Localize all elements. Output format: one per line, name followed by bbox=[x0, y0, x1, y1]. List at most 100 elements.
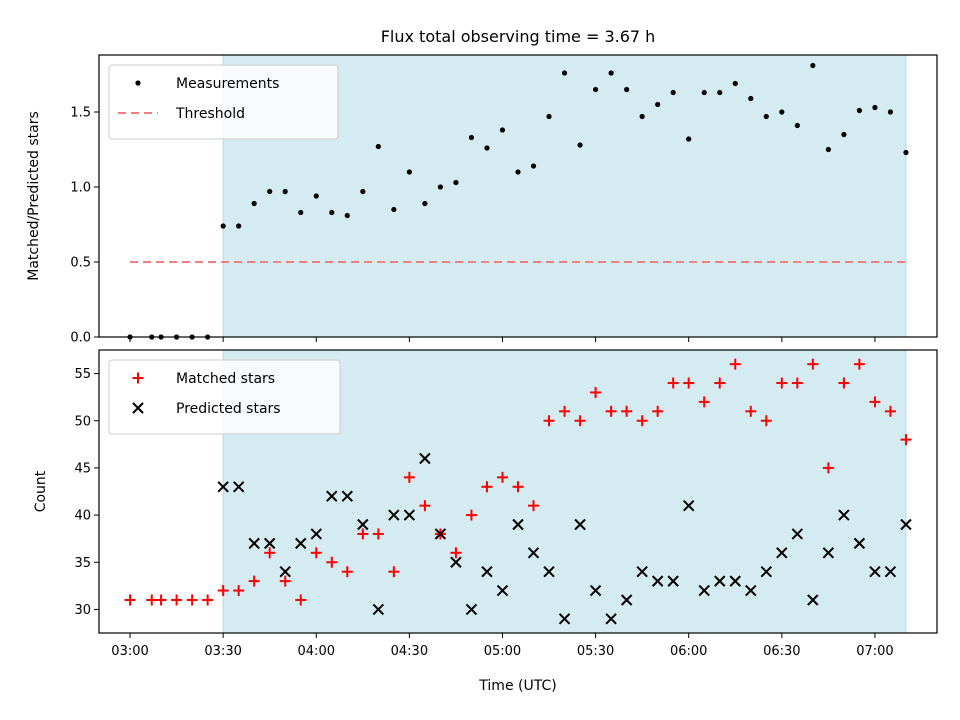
data-point bbox=[450, 556, 462, 568]
x-stroke bbox=[667, 575, 679, 587]
chart-title: Flux total observing time = 3.67 h bbox=[381, 27, 656, 46]
x-tick-label: 06:00 bbox=[670, 644, 707, 659]
x-stroke bbox=[388, 509, 400, 521]
data-point bbox=[729, 358, 741, 370]
data-point bbox=[267, 188, 273, 195]
y-tick-label: 1.0 bbox=[70, 181, 91, 196]
series-matched-stars bbox=[124, 358, 912, 606]
legend-swatch bbox=[132, 372, 144, 384]
x-stroke bbox=[132, 402, 144, 414]
data-point bbox=[468, 134, 475, 141]
data-point bbox=[791, 377, 803, 389]
data-point bbox=[202, 594, 214, 606]
y-tick-label: 0.5 bbox=[70, 256, 91, 271]
data-point bbox=[248, 575, 260, 587]
x-stroke bbox=[434, 528, 447, 540]
legend-box bbox=[108, 359, 341, 435]
data-point bbox=[124, 594, 136, 606]
data-point bbox=[745, 405, 757, 417]
x-stroke bbox=[589, 584, 602, 597]
x-stroke bbox=[698, 584, 710, 597]
x-stroke bbox=[310, 528, 322, 540]
data-point bbox=[357, 528, 369, 540]
data-point bbox=[515, 169, 521, 175]
data-point bbox=[760, 415, 772, 427]
x-tick-label: 04:00 bbox=[298, 644, 335, 659]
axes-frame bbox=[98, 54, 938, 338]
x-stroke bbox=[791, 528, 804, 540]
data-point bbox=[605, 613, 617, 625]
x-stroke bbox=[620, 594, 633, 606]
data-point bbox=[357, 518, 369, 531]
data-point bbox=[403, 471, 415, 483]
data-point bbox=[313, 193, 319, 199]
data-point bbox=[496, 584, 509, 597]
data-point bbox=[589, 584, 602, 597]
data-point bbox=[869, 565, 881, 578]
data-point bbox=[295, 594, 307, 606]
data-point bbox=[652, 405, 664, 417]
x-tick-label: 06:30 bbox=[763, 644, 800, 659]
data-point bbox=[372, 603, 385, 616]
data-point bbox=[326, 490, 338, 502]
data-point bbox=[220, 223, 226, 229]
data-point bbox=[869, 396, 881, 408]
x-stroke bbox=[807, 594, 819, 606]
data-point bbox=[295, 537, 307, 550]
data-point bbox=[329, 209, 335, 216]
data-point bbox=[717, 89, 723, 96]
data-point bbox=[248, 537, 260, 550]
series-predicted-stars bbox=[217, 452, 912, 625]
data-point bbox=[794, 122, 800, 129]
data-point bbox=[543, 565, 555, 578]
data-point bbox=[528, 500, 540, 512]
data-point bbox=[481, 481, 493, 493]
data-point bbox=[527, 547, 540, 559]
y-tick-label: 0.0 bbox=[70, 331, 91, 346]
data-point bbox=[807, 358, 819, 370]
data-point bbox=[651, 575, 664, 587]
data-point bbox=[807, 594, 819, 606]
data-point bbox=[853, 358, 865, 370]
data-point bbox=[406, 169, 412, 175]
data-point bbox=[900, 434, 912, 446]
x-stroke bbox=[605, 613, 617, 625]
data-point bbox=[620, 594, 633, 606]
data-point bbox=[748, 95, 754, 102]
x-stroke bbox=[496, 584, 509, 597]
x-tick-label: 03:30 bbox=[204, 644, 241, 659]
data-point bbox=[422, 200, 428, 207]
data-point bbox=[574, 415, 586, 427]
y-tick-label: 30 bbox=[74, 603, 91, 618]
data-point bbox=[701, 89, 707, 96]
x-stroke bbox=[900, 518, 912, 531]
x-stroke bbox=[714, 575, 726, 587]
data-point bbox=[776, 377, 788, 389]
data-point bbox=[810, 62, 816, 69]
data-point bbox=[512, 481, 524, 493]
x-stroke bbox=[481, 565, 493, 578]
data-point bbox=[825, 146, 831, 153]
x-axis-label: Time (UTC) bbox=[478, 678, 556, 694]
y-tick-label: 40 bbox=[74, 509, 91, 524]
data-point bbox=[884, 565, 897, 578]
data-point bbox=[590, 386, 602, 398]
data-point bbox=[543, 415, 555, 427]
x-tick-label: 04:30 bbox=[391, 644, 428, 659]
x-stroke bbox=[419, 452, 431, 465]
data-point bbox=[465, 603, 478, 616]
data-point bbox=[236, 223, 242, 229]
data-point bbox=[388, 566, 400, 578]
x-stroke bbox=[558, 613, 571, 625]
x-tick-label: 03:00 bbox=[111, 644, 148, 659]
x-stroke bbox=[372, 603, 385, 616]
data-point bbox=[264, 547, 276, 559]
data-point bbox=[636, 415, 648, 427]
legend-label: Matched stars bbox=[176, 371, 275, 387]
data-point bbox=[279, 575, 291, 587]
data-point bbox=[419, 500, 431, 512]
x-stroke bbox=[341, 490, 354, 502]
data-point bbox=[344, 212, 350, 219]
series-measurements bbox=[127, 62, 909, 340]
